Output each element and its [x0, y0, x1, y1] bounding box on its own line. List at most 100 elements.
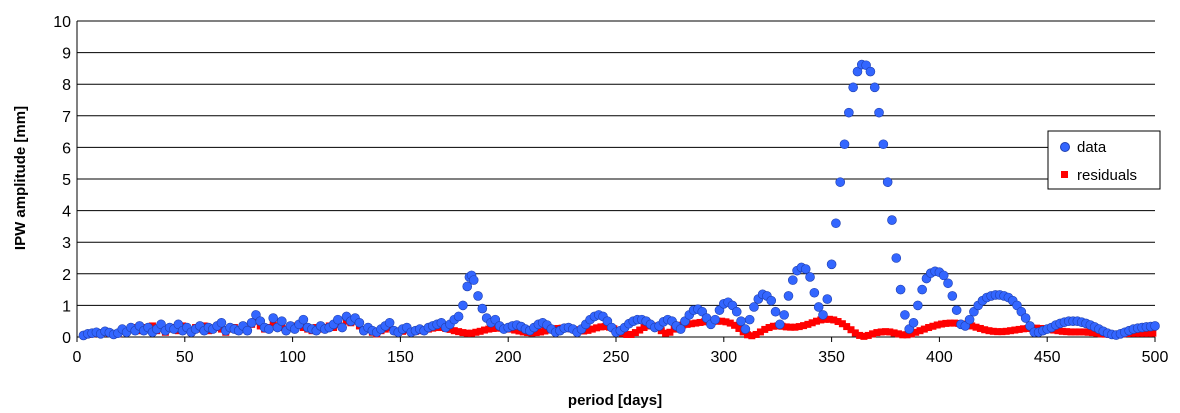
residual-point [800, 322, 808, 330]
residual-point [1140, 329, 1148, 337]
residual-point [1058, 327, 1066, 335]
residual-point [1088, 329, 1096, 337]
data-point [783, 291, 794, 301]
residual-point [920, 325, 928, 333]
y-tick-label: 9 [62, 46, 71, 63]
data-point [938, 270, 949, 281]
residual-point [929, 322, 937, 330]
x-axis-title: period [days] [568, 392, 662, 409]
residual-point [869, 330, 877, 338]
y-tick-labels: 0 1 2 3 4 5 6 7 8 9 10 [53, 14, 71, 347]
data-point [831, 218, 841, 229]
data-point [891, 253, 902, 263]
residual-point [981, 326, 989, 334]
residual-point [886, 328, 894, 336]
residual-point [752, 330, 760, 338]
data-point [908, 317, 919, 328]
residual-point [735, 324, 743, 332]
data-point [947, 291, 958, 301]
residual-point [472, 328, 480, 336]
residual-point [782, 323, 790, 331]
data-point [818, 310, 828, 320]
data-point [848, 82, 858, 93]
residual-point [894, 330, 902, 338]
y-tick-label: 6 [62, 140, 71, 157]
residual-point [718, 317, 726, 325]
residual-point [541, 327, 549, 335]
residual-point [769, 322, 777, 330]
residual-point [912, 328, 920, 336]
residual-point [662, 329, 670, 337]
data-point [779, 310, 789, 320]
residual-point [692, 319, 700, 327]
residual-point [1071, 328, 1079, 336]
data-point [813, 302, 824, 312]
residual-point [946, 319, 954, 327]
residual-point [1015, 325, 1023, 333]
residual-point [942, 319, 950, 327]
residual-point [1067, 328, 1075, 336]
residual-point [1145, 329, 1153, 337]
x-tick-label: 400 [926, 349, 953, 366]
residual-point [1019, 325, 1027, 333]
data-point [740, 324, 751, 334]
residual-point [994, 328, 1002, 336]
legend-marker-residuals [1061, 171, 1068, 178]
residual-point [1149, 329, 1157, 337]
residual-point [761, 325, 769, 333]
residual-point [480, 326, 488, 334]
residual-point [696, 318, 704, 326]
residual-point [933, 321, 941, 329]
data-point [477, 303, 488, 314]
residual-point [787, 323, 795, 331]
residual-point [825, 315, 833, 323]
data-point [242, 325, 253, 336]
residual-point [1002, 327, 1010, 335]
residual-point [998, 328, 1006, 336]
residual-point [722, 318, 730, 326]
data-point [458, 300, 468, 311]
residual-point [687, 320, 695, 328]
data-marks [78, 59, 1160, 341]
data-point [887, 215, 897, 225]
y-tick-label: 7 [62, 109, 71, 126]
residual-point [584, 326, 592, 334]
data-point [900, 310, 910, 320]
residual-point [830, 316, 838, 324]
residual-point [640, 324, 648, 332]
data-point [453, 311, 464, 322]
data-point [468, 275, 479, 285]
residual-point [864, 331, 872, 339]
residual-point [1007, 327, 1015, 335]
data-point [869, 82, 880, 93]
data-point [775, 319, 785, 330]
data-point [839, 139, 850, 150]
data-point [744, 314, 755, 325]
residual-point [838, 320, 846, 328]
residual-point [459, 329, 467, 337]
residual-point [972, 323, 980, 331]
x-tick-label: 300 [710, 349, 737, 366]
y-tick-label: 10 [53, 14, 71, 31]
legend: data residuals [1047, 130, 1161, 190]
residual-point [593, 324, 601, 332]
data-point [264, 324, 274, 334]
residual-point [588, 325, 596, 333]
residual-point [843, 323, 851, 331]
data-point [268, 313, 278, 323]
data-point [964, 314, 975, 325]
data-point [675, 324, 686, 334]
data-point [787, 275, 798, 285]
y-tick-label: 2 [62, 267, 71, 284]
residual-point [882, 328, 889, 336]
y-tick-label: 8 [62, 77, 71, 94]
residual-point [938, 320, 946, 328]
legend-box [1047, 130, 1161, 190]
residual-point [476, 327, 484, 335]
legend-label-data: data [1077, 139, 1107, 156]
residual-point [808, 319, 816, 327]
data-point [354, 317, 365, 328]
data-point [473, 291, 483, 301]
legend-label-residuals: residuals [1077, 167, 1137, 184]
